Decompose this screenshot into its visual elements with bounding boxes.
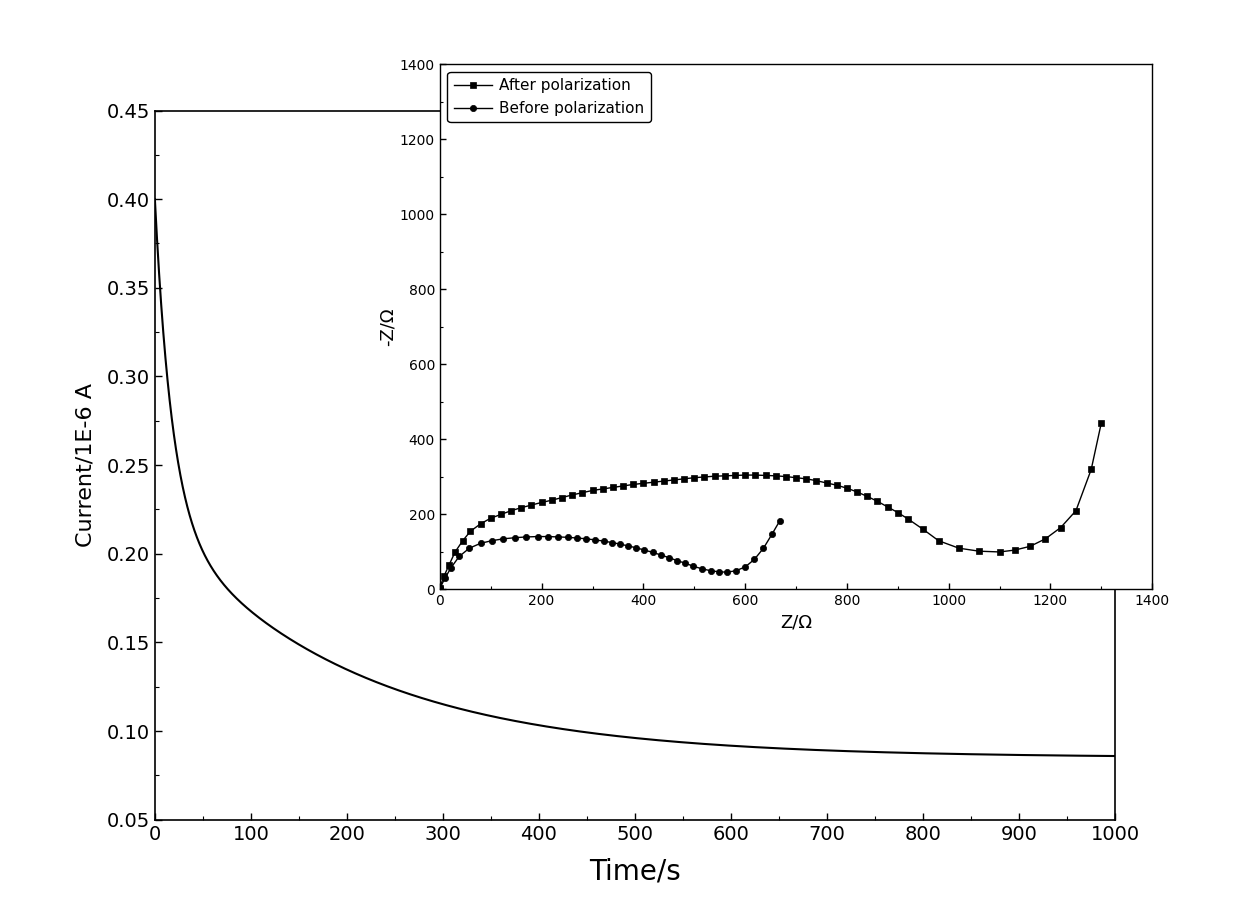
After polarization bbox=[737, 470, 752, 481]
Before polarization bbox=[519, 531, 534, 542]
After polarization bbox=[778, 471, 793, 482]
After polarization bbox=[534, 497, 549, 508]
Before polarization bbox=[587, 534, 602, 545]
Before polarization bbox=[678, 558, 693, 569]
Before polarization bbox=[662, 552, 676, 563]
X-axis label: Z/Ω: Z/Ω bbox=[781, 614, 812, 632]
Before polarization bbox=[437, 573, 452, 584]
Before polarization bbox=[737, 562, 752, 573]
Before polarization bbox=[596, 535, 611, 546]
Before polarization bbox=[444, 562, 458, 573]
Before polarization bbox=[551, 531, 566, 542]
Before polarization bbox=[711, 566, 726, 577]
X-axis label: Time/s: Time/s bbox=[589, 857, 681, 885]
Before polarization bbox=[772, 515, 787, 526]
After polarization bbox=[432, 582, 447, 593]
Before polarization bbox=[637, 544, 652, 555]
Before polarization bbox=[764, 529, 779, 540]
Y-axis label: Current/1E-6 A: Current/1E-6 A bbox=[76, 383, 95, 547]
Before polarization bbox=[462, 542, 477, 554]
Before polarization bbox=[669, 555, 684, 566]
Line: Before polarization: Before polarization bbox=[436, 518, 783, 591]
Before polarization bbox=[508, 532, 523, 543]
Before polarization bbox=[452, 551, 467, 562]
Before polarization bbox=[703, 565, 717, 577]
Line: After polarization: After polarization bbox=[436, 419, 1104, 590]
Before polarization bbox=[579, 533, 593, 544]
Before polarization bbox=[747, 554, 762, 565]
Before polarization bbox=[621, 541, 636, 552]
Legend: After polarization, Before polarization: After polarization, Before polarization bbox=[447, 72, 650, 122]
Before polarization bbox=[540, 531, 555, 542]
Before polarization bbox=[484, 535, 499, 546]
Y-axis label: -Z/Ω: -Z/Ω bbox=[379, 308, 396, 346]
Before polarization bbox=[695, 564, 710, 575]
After polarization bbox=[626, 479, 641, 490]
Before polarization bbox=[570, 532, 585, 543]
Before polarization bbox=[496, 533, 510, 544]
Before polarization bbox=[473, 538, 488, 549]
Before polarization bbox=[530, 531, 545, 542]
Before polarization bbox=[756, 542, 771, 554]
After polarization bbox=[971, 545, 986, 556]
Before polarization bbox=[653, 550, 668, 561]
Before polarization bbox=[686, 561, 701, 572]
Before polarization bbox=[629, 542, 644, 554]
Before polarization bbox=[605, 537, 620, 548]
Before polarization bbox=[612, 539, 627, 550]
Before polarization bbox=[720, 566, 735, 577]
After polarization bbox=[555, 492, 570, 503]
Before polarization bbox=[729, 565, 743, 577]
Before polarization bbox=[560, 531, 575, 542]
Before polarization bbox=[432, 583, 447, 594]
Before polarization bbox=[646, 547, 660, 558]
After polarization bbox=[1094, 417, 1109, 428]
